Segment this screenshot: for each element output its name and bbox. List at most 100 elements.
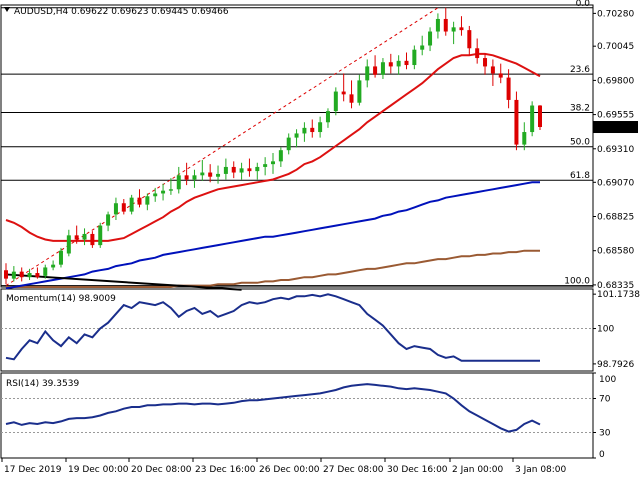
candle-body: [420, 45, 425, 50]
time-tick-label: 20 Dec 08:00: [131, 465, 192, 475]
rsi-layer: 100 70 30 0: [1, 372, 616, 460]
candle-body: [153, 193, 158, 197]
candle-body: [357, 80, 362, 103]
candle-body: [467, 30, 472, 49]
time-tick-label: 27 Dec 08:00: [323, 465, 384, 475]
price-tick-label: 0.70045: [597, 42, 634, 52]
fib-level-label: 38.2: [570, 103, 590, 113]
fibonacci-layer: 0.0 23.6 38.2 50.0 61.8 100.0: [1, 0, 593, 287]
rsi-tick-label: 0: [599, 450, 605, 460]
candle-body: [498, 73, 503, 78]
momentum-header-text: Momentum(14) 98.9009: [6, 294, 116, 304]
candle-body: [538, 105, 542, 128]
candle-body: [121, 203, 126, 212]
ma-blue-line: [5, 181, 540, 290]
candle-body: [428, 31, 433, 46]
ma-brown-line: [6, 249, 540, 288]
candle-body: [380, 62, 385, 75]
fib-level-label: 0.0: [576, 0, 591, 9]
collapse-triangle-icon[interactable]: [4, 7, 10, 12]
candle-body: [451, 27, 456, 32]
candle-body: [475, 48, 480, 59]
time-tick-label: 3 Jan 08:00: [515, 465, 567, 475]
price-tick-label: 0.69800: [597, 76, 634, 86]
candle-body: [176, 175, 181, 190]
time-tick-label: 30 Dec 16:00: [387, 465, 448, 475]
rsi-line: [5, 383, 541, 433]
y-axis-layer: 0.70280 0.70045 0.69800 0.69555 0.69310 0.690…: [593, 9, 638, 291]
candle-body: [27, 273, 32, 278]
candle-body: [490, 66, 495, 74]
candle-body: [223, 166, 228, 174]
candle-body: [435, 18, 440, 32]
candle-body: [396, 60, 401, 67]
rsi-tick-label: 100: [599, 375, 616, 385]
candle-body: [184, 175, 189, 180]
candle-body: [98, 225, 103, 246]
candle-body: [145, 196, 150, 205]
x-axis-layer: 17 Dec 2019 19 Dec 00:00 20 Dec 08:00 23 De…: [1, 458, 567, 475]
candle-body: [388, 62, 393, 67]
fib-level-label: 23.6: [570, 65, 590, 75]
candle-body: [239, 168, 244, 173]
candle-body: [271, 161, 275, 165]
momentum-tick-label: 100: [597, 325, 614, 335]
candle-body: [443, 18, 448, 32]
fib-level-label: 100.0: [564, 277, 590, 287]
time-tick-label: 17 Dec 2019: [4, 465, 62, 475]
candle-body: [286, 137, 291, 151]
candle-body: [412, 49, 417, 66]
candles-layer: [4, 7, 542, 285]
price-tick-label: 0.69555: [597, 111, 634, 121]
candle-body: [208, 172, 213, 177]
candle-body: [302, 127, 307, 134]
candle-body: [19, 271, 24, 278]
candle-body: [522, 132, 527, 145]
candle-body: [216, 173, 221, 177]
candle-body: [483, 58, 488, 67]
momentum-layer: 101.1738 100 98.7926: [1, 290, 640, 370]
price-tick-label: 0.68825: [597, 213, 634, 223]
candle-body: [113, 203, 118, 215]
candle-body: [35, 273, 40, 278]
candle-body: [333, 91, 338, 112]
candle-body: [310, 127, 315, 133]
candle-body: [168, 189, 173, 191]
price-tick-label: 0.68335: [597, 281, 634, 291]
candle-body: [200, 172, 205, 176]
candle-body: [11, 271, 16, 279]
ma-red-line: [5, 52, 541, 242]
candle-body: [129, 197, 134, 212]
rsi-tick-label: 30: [599, 429, 611, 439]
candle-body: [247, 168, 252, 172]
candle-body: [161, 190, 166, 194]
momentum-tick-label: 98.7926: [597, 360, 634, 370]
time-tick-label: 2 Jan 00:00: [452, 465, 504, 475]
candle-body: [506, 77, 511, 100]
rsi-panel: [0, 372, 594, 459]
candle-body: [365, 66, 370, 81]
current-price-label: 0.69466: [597, 123, 634, 133]
candle-body: [66, 235, 71, 254]
candle-body: [58, 250, 63, 265]
candle-body: [51, 264, 56, 268]
price-tick-label: 0.69070: [597, 178, 634, 188]
main-price-panel: [0, 4, 594, 288]
time-tick-label: 23 Dec 16:00: [195, 465, 256, 475]
candle-body: [318, 122, 323, 133]
candle-body: [404, 60, 409, 66]
fib-level-label: 50.0: [570, 138, 590, 148]
price-tick-label: 0.68580: [597, 247, 634, 257]
rsi-tick-label: 70: [599, 395, 611, 405]
candle-body: [106, 214, 111, 226]
candle-body: [373, 66, 378, 75]
price-tick-label: 0.70280: [597, 9, 634, 19]
candle-body: [349, 94, 354, 103]
candle-body: [231, 166, 236, 173]
fib-level-label: 61.8: [570, 171, 590, 181]
momentum-panel: [0, 288, 594, 372]
candle-body: [74, 235, 79, 240]
candle-body: [4, 270, 8, 279]
candle-body: [325, 111, 330, 123]
candle-body: [341, 91, 346, 95]
